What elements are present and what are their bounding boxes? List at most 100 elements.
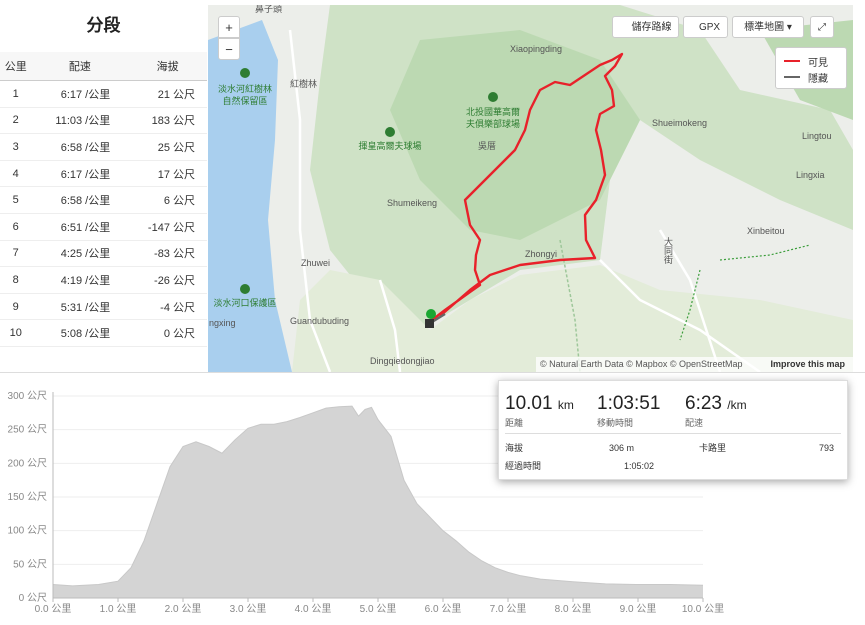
y-tick-label: 0 公尺 bbox=[19, 592, 47, 604]
split-cell: 7 bbox=[0, 240, 32, 268]
split-cell: 6:51 /公里 bbox=[31, 213, 129, 241]
split-cell: 1 bbox=[0, 80, 32, 108]
map-label: Zhongyi bbox=[525, 249, 557, 259]
stat-value: 306 m bbox=[609, 443, 635, 453]
divider bbox=[505, 433, 841, 434]
split-cell: 6:17 /公里 bbox=[31, 80, 129, 108]
x-tick-label: 0.0 公里 bbox=[35, 603, 72, 615]
map-label: Xiaopingding bbox=[510, 44, 562, 54]
route-visible bbox=[431, 52, 624, 321]
improve-map-link[interactable]: Improve this map bbox=[770, 359, 845, 369]
x-tick-label: 7.0 公里 bbox=[490, 603, 527, 615]
split-cell: 5 bbox=[0, 186, 32, 214]
split-cell: 4 bbox=[0, 160, 32, 188]
split-cell: 8 bbox=[0, 266, 32, 294]
save-route-button[interactable]: 儲存路線 bbox=[612, 16, 679, 38]
poi-icon bbox=[488, 92, 498, 102]
split-cell: 6:58 /公里 bbox=[31, 133, 129, 161]
map-rail bbox=[559, 239, 581, 372]
map-label: 吳厝 bbox=[478, 141, 496, 151]
split-row: 7 4:25 /公里 -83 公尺 bbox=[0, 240, 207, 268]
map-label: 淡水河紅樹林 bbox=[218, 83, 272, 94]
split-cell: 3 bbox=[0, 133, 32, 161]
legend-swatch bbox=[784, 60, 800, 62]
stat-label: 卡路里 bbox=[699, 443, 727, 453]
split-cell: 21 公尺 bbox=[128, 80, 207, 108]
y-tick-label: 300 公尺 bbox=[8, 390, 47, 402]
splits-title: 分段 bbox=[86, 16, 121, 35]
poi-icon bbox=[385, 127, 395, 137]
x-tick-label: 2.0 公里 bbox=[165, 603, 202, 615]
map-label: Guandubuding bbox=[290, 316, 349, 326]
legend-swatch bbox=[784, 76, 800, 78]
map-label: 北投國華高爾 bbox=[466, 106, 520, 117]
stat-moving-time: 1:03:51 bbox=[597, 393, 660, 415]
stat-distance: 10.01 km bbox=[505, 393, 574, 415]
attribution-bg bbox=[536, 357, 853, 372]
legend-label: 可見 bbox=[808, 58, 828, 69]
split-cell: 25 公尺 bbox=[128, 133, 207, 161]
split-cell: 10 bbox=[0, 319, 32, 347]
stat-pace: 6:23 /km bbox=[685, 393, 747, 415]
split-row: 9 5:31 /公里 -4 公尺 bbox=[0, 293, 207, 321]
map-label: Zhuwei bbox=[301, 258, 330, 268]
x-tick-label: 9.0 公里 bbox=[620, 603, 657, 615]
stat-unit: km bbox=[557, 398, 574, 412]
route-start bbox=[426, 309, 436, 319]
split-row: 2 11:03 /公里 183 公尺 bbox=[0, 107, 207, 135]
map-label: 紅樹林 bbox=[290, 78, 317, 89]
split-cell: 6:58 /公里 bbox=[31, 186, 129, 214]
split-row: 8 4:19 /公里 -26 公尺 bbox=[0, 266, 207, 294]
split-row: 3 6:58 /公里 25 公尺 bbox=[0, 133, 207, 161]
legend-label: 隱藏 bbox=[808, 74, 828, 85]
split-cell: 6 bbox=[0, 213, 32, 241]
gpx-label: GPX bbox=[698, 22, 721, 33]
stat-label: 海拔 bbox=[505, 443, 524, 453]
split-cell: 0 公尺 bbox=[128, 319, 207, 347]
y-tick-label: 100 公尺 bbox=[8, 525, 47, 537]
map-hills bbox=[390, 30, 640, 240]
zoom-out-button[interactable]: − bbox=[218, 38, 240, 60]
map-plain bbox=[292, 265, 853, 372]
split-cell: 17 公尺 bbox=[128, 160, 207, 188]
column-header: 海拔 bbox=[128, 52, 207, 81]
map-label: Lingtou bbox=[802, 131, 832, 141]
x-tick-label: 1.0 公里 bbox=[100, 603, 137, 615]
splits-header: 公里 配速 海拔 bbox=[0, 52, 207, 81]
split-row: 1 6:17 /公里 21 公尺 bbox=[0, 80, 207, 108]
map-label: ngxing bbox=[209, 318, 236, 328]
x-tick-label: 6.0 公里 bbox=[425, 603, 462, 615]
stat-unit: /km bbox=[727, 398, 747, 412]
map-style-button[interactable]: 標準地圖 ▾ bbox=[732, 16, 804, 38]
map-road bbox=[288, 29, 761, 372]
zoom-in-button[interactable]: + bbox=[218, 16, 240, 38]
split-cell: 5:08 /公里 bbox=[31, 319, 129, 347]
map-label: Xinbeitou bbox=[747, 226, 785, 236]
gpx-button[interactable]: GPX bbox=[683, 16, 728, 38]
map-label: Shueimokeng bbox=[652, 118, 707, 128]
y-tick-label: 150 公尺 bbox=[8, 491, 47, 503]
column-header: 配速 bbox=[31, 52, 129, 81]
stat-caption: 配速 bbox=[685, 418, 704, 428]
split-cell: 5:31 /公里 bbox=[31, 293, 129, 321]
stat-value: 10.01 bbox=[505, 393, 553, 414]
map-label: Shumeikeng bbox=[387, 198, 437, 208]
split-row: 5 6:58 /公里 6 公尺 bbox=[0, 186, 207, 214]
y-tick-label: 250 公尺 bbox=[8, 424, 47, 436]
resize-handle[interactable] bbox=[0, 372, 865, 379]
split-row: 4 6:17 /公里 17 公尺 bbox=[0, 160, 207, 188]
split-cell: 6:17 /公里 bbox=[31, 160, 129, 188]
poi-icons bbox=[240, 68, 498, 294]
stat-value: 1:05:02 bbox=[624, 461, 655, 471]
elevation-chart: 0 公尺 50 公尺 100 公尺 150 公尺 200 公尺 250 公尺 300 公尺 0… bbox=[8, 390, 725, 615]
map-label: 鼻子頭 bbox=[255, 5, 282, 14]
map-label: 夫俱樂部球場 bbox=[466, 118, 520, 129]
split-cell: -147 公尺 bbox=[128, 213, 207, 241]
map[interactable]: 鼻子頭 Xiaopingding 紅樹林 淡水河紅樹林 自然保留區 北投國華高爾… bbox=[208, 5, 853, 372]
save-route-label: 儲存路線 bbox=[631, 22, 672, 33]
stat-caption: 距離 bbox=[505, 418, 524, 428]
fullscreen-button[interactable]: ⤢ bbox=[810, 16, 834, 38]
stat-label: 經過時間 bbox=[505, 461, 542, 471]
splits-body: 1 6:17 /公里 21 公尺 2 11:03 /公里 183 公尺 3 6:58 /公里 2… bbox=[0, 80, 207, 347]
stat-value: 793 bbox=[819, 443, 835, 453]
